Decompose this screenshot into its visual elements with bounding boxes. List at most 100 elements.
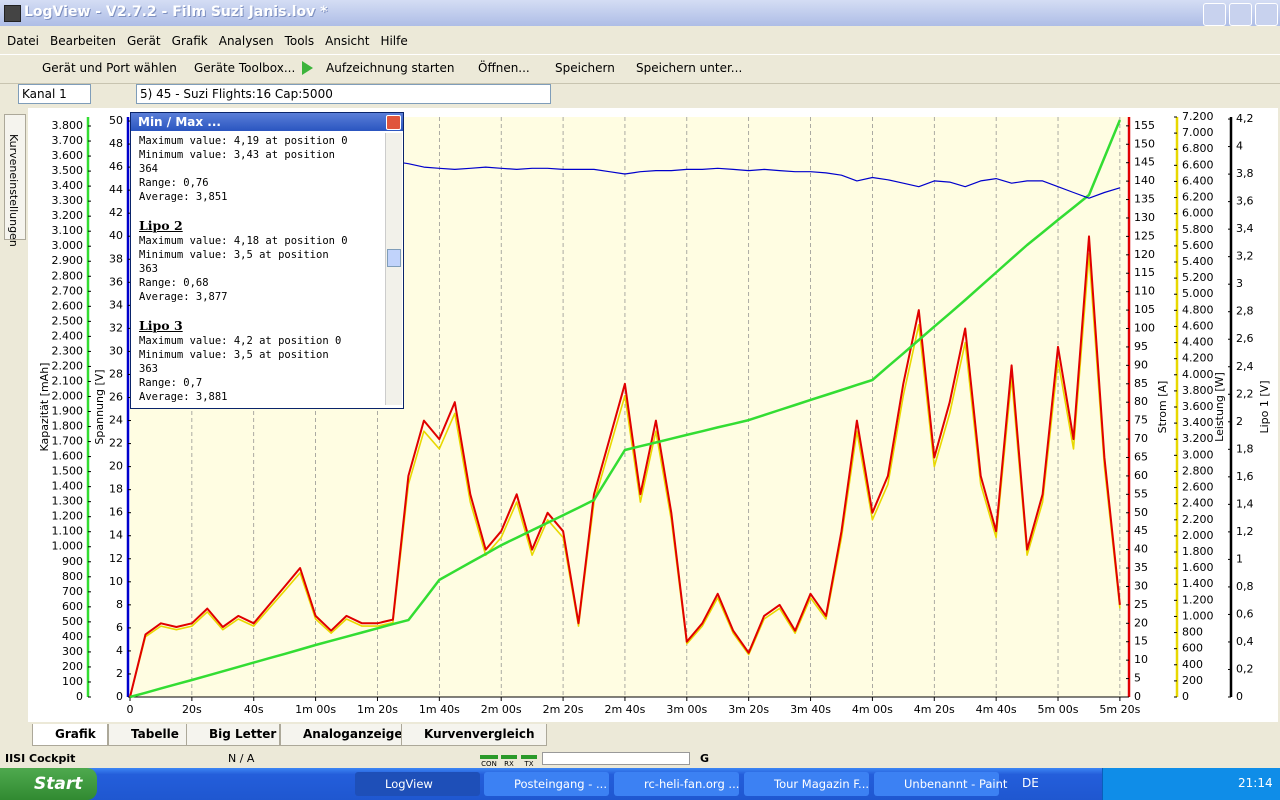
menu-item[interactable]: Gerät [126,34,161,48]
y-tick-label: 1.800 [1182,545,1214,558]
x-tick-label: 4m 40s [976,703,1017,716]
tab[interactable]: Grafik [32,724,108,746]
y-tick-label: 55 [1134,487,1148,500]
y-tick-label: 85 [1134,377,1148,390]
toolbar-button[interactable]: Öffnen... [478,61,530,75]
y-tick-label: 800 [1182,626,1203,639]
x-tick-label: 3m 20s [728,703,769,716]
y-tick-label: 200 [62,660,83,673]
scrollbar[interactable] [385,133,402,405]
y-tick-label: 120 [1134,248,1155,261]
y-tick-label: 1.900 [52,405,84,418]
y-tick-label: 6.400 [1182,174,1214,187]
series-line [129,119,1122,699]
y-tick-label: 48 [109,137,123,150]
y-tick-label: 3.200 [1182,432,1214,445]
toolbar-button[interactable]: Aufzeichnung starten [326,61,455,75]
popup-close[interactable] [386,115,401,130]
x-tick-label: 4m 20s [914,703,955,716]
y-tick-label: 1.200 [1182,593,1214,606]
toolbar-button[interactable]: Gerät und Port wählen [42,61,177,75]
tab-bar: Grafik Tabelle Big Letter Analoganzeige … [28,724,1278,747]
y-tick-label: 40 [1134,543,1148,556]
y-tick-label: 6.200 [1182,191,1214,204]
x-tick-label: 1m 00s [295,703,336,716]
flight-select[interactable]: 5) 45 - Suzi Flights:16 Cap:5000 [136,84,551,104]
task-button[interactable]: LogView [355,772,480,796]
y-tick-label: 44 [109,183,123,196]
tab[interactable]: Kurvenvergleich [401,724,547,746]
task-button[interactable]: Unbenannt - Paint [874,772,1007,796]
y-tick-label: 2.700 [52,284,84,297]
maximize-button[interactable] [1229,3,1252,26]
x-tick-label: 3m 00s [666,703,707,716]
side-tab[interactable] [4,114,26,240]
status-value: N / A [228,752,255,765]
y-tick-label: 2 [116,667,123,680]
y-tick-label: 1.200 [52,510,84,523]
menu-item[interactable]: Analysen [218,34,274,48]
x-tick-label: 2m 00s [481,703,522,716]
menu-item[interactable]: Ansicht [325,34,370,48]
task-button[interactable]: Tour Magazin F... [744,772,869,796]
y-tick-label: 14 [109,529,123,542]
y-tick-label: 35 [1134,561,1148,574]
x-tick-label: 4m 00s [852,703,893,716]
y-tick-label: 5 [1134,672,1141,685]
y-tick-label: 38 [109,252,123,265]
language[interactable]: DE [1022,776,1039,790]
tab[interactable]: Big Letter [186,724,280,746]
series-line [129,253,1121,698]
channel-select[interactable]: Kanal 1 [18,84,91,104]
y-tick-label: 3,8 [1236,167,1254,180]
y-tick-label: 2.400 [1182,497,1214,510]
y-tick-label: 3.800 [52,119,84,132]
y-tick-label: 5.400 [1182,255,1214,268]
y-tick-label: 0,2 [1236,662,1254,675]
close-button[interactable] [1255,3,1278,26]
y-tick-label: 1.800 [52,420,84,433]
y-tick-label: 3.600 [1182,400,1214,413]
toolbar-button[interactable]: Speichern unter... [636,61,743,75]
menu-item[interactable]: Datei [7,34,40,48]
minimize-button[interactable] [1203,3,1226,26]
start-button[interactable]: Start [0,768,97,800]
y-tick-label: 110 [1134,285,1155,298]
y-tick-label: 115 [1134,266,1155,279]
y-tick-label: 42 [109,206,123,219]
scroll-thumb[interactable] [387,249,401,267]
menu-bar: Datei Bearbeiten Gerät Grafik Analysen Tools A… [0,30,1280,52]
play-icon [302,61,313,75]
y-tick-label: 2.600 [52,299,84,312]
y-tick-label: 36 [109,275,123,288]
tab[interactable]: Analoganzeige [280,724,402,746]
y-tick-label: 150 [1134,137,1155,150]
y-tick-label: 7.000 [1182,126,1214,139]
menu-item[interactable]: Hilfe [380,34,408,48]
y-tick-label: 20 [109,460,123,473]
menu-item[interactable]: Grafik [171,34,208,48]
task-button[interactable]: rc-heli-fan.org ... [614,772,739,796]
y-tick-label: 2.100 [52,374,84,387]
y-tick-label: 3.300 [52,194,84,207]
y-tick-label: 2.500 [52,314,84,327]
y-tick-label: 22 [109,437,123,450]
y-tick-label: 3.100 [52,224,84,237]
y-tick-label: 400 [62,630,83,643]
menu-item[interactable]: Bearbeiten [50,34,116,48]
tab[interactable]: Tabelle [108,724,188,746]
toolbar-button[interactable]: Geräte Toolbox... [194,61,296,75]
y-tick-label: 1,2 [1236,525,1254,538]
y-tick-label: 2.900 [52,254,84,267]
x-tick-label: 2m 40s [604,703,645,716]
y-tick-label: 0,4 [1236,635,1254,648]
y-tick-label: 10 [1134,653,1148,666]
task-button[interactable]: Posteingang - ... [484,772,609,796]
y-tick-label: 3.500 [52,164,84,177]
toolbar-button[interactable]: Speichern [555,61,615,75]
menu-item[interactable]: Tools [284,34,315,48]
y-tick-label: 1.400 [1182,577,1214,590]
y-tick-label: 0 [1134,690,1141,703]
y-tick-label: 16 [109,506,123,519]
